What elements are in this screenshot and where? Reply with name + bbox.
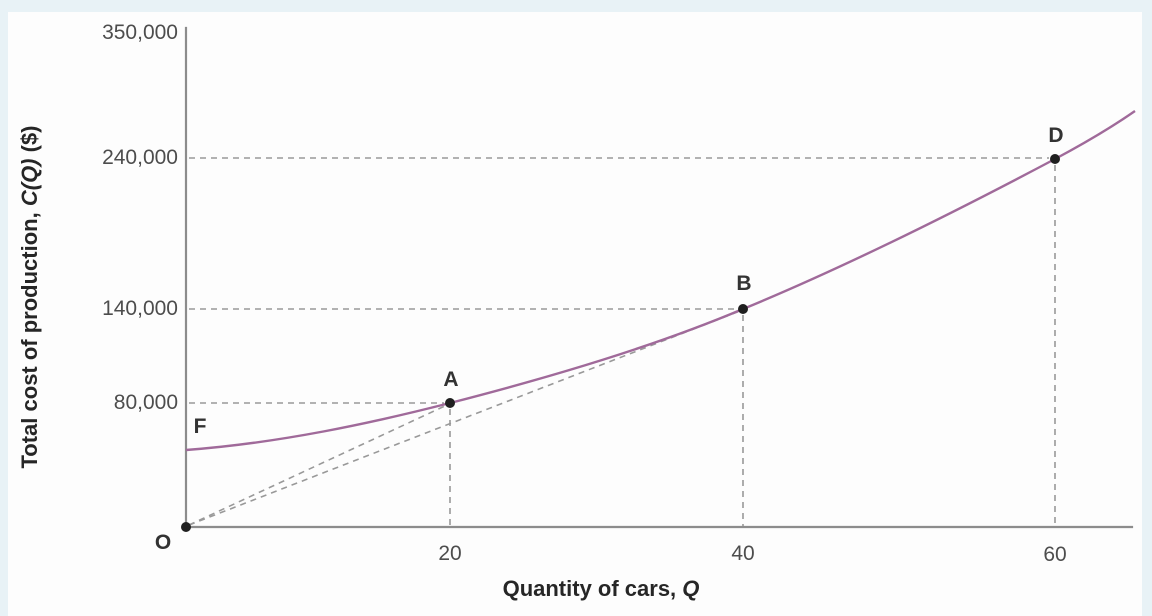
y-axis-title-text: Total cost of production, xyxy=(17,206,42,469)
dot-B xyxy=(738,304,748,314)
ray-origin-to-A xyxy=(188,404,448,526)
chart-figure xyxy=(8,12,1142,616)
point-label-F: F xyxy=(193,415,207,438)
point-label-D: D xyxy=(1048,124,1064,147)
y-tick-140000: 140,000 xyxy=(102,297,178,320)
dot-O xyxy=(181,522,191,532)
point-label-A: A xyxy=(443,368,459,391)
x-tick-20: 20 xyxy=(438,542,462,565)
y-tick-240000: 240,000 xyxy=(102,146,178,169)
x-tick-60: 60 xyxy=(1043,543,1067,566)
dot-A xyxy=(445,398,455,408)
total-cost-curve xyxy=(185,110,1136,452)
y-axis-title: Total cost of production, C(Q) ($) xyxy=(17,125,43,468)
point-label-O: O xyxy=(154,531,172,554)
y-tick-80000: 80,000 xyxy=(113,391,178,414)
point-label-B: B xyxy=(736,272,752,295)
dot-D xyxy=(1050,154,1060,164)
x-axis-title: Quantity of cars, Q xyxy=(503,576,700,602)
y-tick-350000: 350,000 xyxy=(102,21,178,44)
y-axis-title-suffix: ($) xyxy=(17,125,42,159)
y-axis-title-math: C(Q) xyxy=(17,158,42,207)
x-tick-40: 40 xyxy=(731,542,755,565)
x-axis-title-math: Q xyxy=(682,576,700,601)
x-axis-title-text: Quantity of cars, xyxy=(502,576,683,601)
ray-origin-to-B xyxy=(188,310,741,526)
